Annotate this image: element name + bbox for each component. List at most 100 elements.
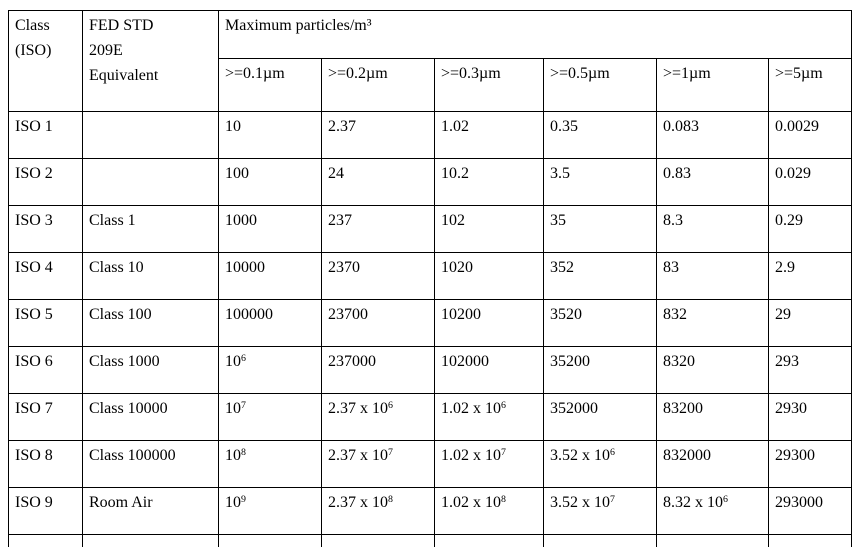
value-cell: 0.083 bbox=[656, 111, 769, 159]
iso-class-cell: ISO 5 bbox=[8, 299, 83, 347]
cropped-cell bbox=[434, 534, 544, 547]
value-cell: 8320 bbox=[656, 346, 769, 394]
col-header-class-iso: Class (ISO) bbox=[8, 10, 83, 112]
value-cell: 29300 bbox=[767, 440, 853, 488]
value-cell: 2.37 x 107 bbox=[321, 440, 435, 488]
iso-class-cell: ISO 9 bbox=[8, 487, 83, 535]
cropped-cell bbox=[321, 534, 435, 547]
value-cell: 100 bbox=[218, 158, 322, 206]
value-cell: 10.2 bbox=[434, 158, 544, 206]
value-cell: 832000 bbox=[656, 440, 769, 488]
value-cell: 8.3 bbox=[656, 205, 769, 253]
col-header-size-0-1um: >=0.1µm bbox=[218, 58, 322, 112]
col-header-size-0-2um: >=0.2µm bbox=[321, 58, 435, 112]
fed-std-cell: Room Air bbox=[82, 487, 219, 535]
value-cell: 10 bbox=[218, 111, 322, 159]
value-cell: 3520 bbox=[543, 299, 657, 347]
value-cell: 2930 bbox=[767, 393, 853, 441]
value-cell: 100000 bbox=[218, 299, 322, 347]
value-cell: 102000 bbox=[434, 346, 544, 394]
value-cell: 0.029 bbox=[767, 158, 853, 206]
value-cell: 293000 bbox=[767, 487, 853, 535]
value-cell: 83200 bbox=[656, 393, 769, 441]
value-cell: 2.37 bbox=[321, 111, 435, 159]
iso-class-cell: ISO 3 bbox=[8, 205, 83, 253]
value-cell: 23700 bbox=[321, 299, 435, 347]
value-cell: 8.32 x 106 bbox=[656, 487, 769, 535]
value-cell: 35 bbox=[543, 205, 657, 253]
table-row: ISO 6 Class 1000 106 237000 102000 35200 8320 2… bbox=[8, 346, 853, 394]
header-row-top: Class (ISO) FED STD 209E Equivalent Maxi… bbox=[8, 10, 853, 112]
value-cell: 107 bbox=[218, 393, 322, 441]
iso-class-cell: ISO 1 bbox=[8, 111, 83, 159]
table-row: ISO 8 Class 100000 108 2.37 x 107 1.02 x 107… bbox=[8, 440, 853, 488]
value-cell: 352000 bbox=[543, 393, 657, 441]
value-cell: 83 bbox=[656, 252, 769, 300]
table-row: ISO 1 10 2.37 1.02 0.35 0.083 0.0029 bbox=[8, 111, 853, 159]
value-cell: 1020 bbox=[434, 252, 544, 300]
cropped-cell bbox=[767, 534, 853, 547]
cleanroom-class-table: Class (ISO) FED STD 209E Equivalent Maxi… bbox=[8, 10, 853, 547]
value-cell: 3.52 x 106 bbox=[543, 440, 657, 488]
value-cell: 0.0029 bbox=[767, 111, 853, 159]
col-header-max-particles: Maximum particles/m³ bbox=[217, 10, 853, 59]
value-cell: 1000 bbox=[218, 205, 322, 253]
value-cell: 1.02 x 107 bbox=[434, 440, 544, 488]
value-cell: 2.9 bbox=[767, 252, 853, 300]
value-cell: 2.37 x 108 bbox=[321, 487, 435, 535]
fed-std-cell: Class 1 bbox=[82, 205, 219, 253]
iso-class-cell: ISO 7 bbox=[8, 393, 83, 441]
cropped-cell bbox=[656, 534, 769, 547]
table-row: ISO 9 Room Air 109 2.37 x 108 1.02 x 108 3.52… bbox=[8, 487, 853, 535]
iso-class-cell: ISO 6 bbox=[8, 346, 83, 394]
fed-std-cell bbox=[82, 158, 219, 206]
value-cell: 0.29 bbox=[767, 205, 853, 253]
value-cell: 102 bbox=[434, 205, 544, 253]
value-cell: 10000 bbox=[218, 252, 322, 300]
table-row: ISO 3 Class 1 1000 237 102 35 8.3 0.29 bbox=[8, 205, 853, 253]
iso-class-cell: ISO 4 bbox=[8, 252, 83, 300]
col-header-size-1um: >=1µm bbox=[656, 58, 769, 112]
cropped-next-row bbox=[8, 534, 853, 547]
value-cell: 24 bbox=[321, 158, 435, 206]
value-cell: 2370 bbox=[321, 252, 435, 300]
value-cell: 10200 bbox=[434, 299, 544, 347]
value-cell: 106 bbox=[218, 346, 322, 394]
value-cell: 29 bbox=[767, 299, 853, 347]
cropped-cell bbox=[543, 534, 657, 547]
col-header-size-0-3um: >=0.3µm bbox=[434, 58, 544, 112]
header-row-particle-sizes: >=0.1µm >=0.2µm >=0.3µm >=0.5µm >=1µm >=… bbox=[9, 58, 853, 112]
table-row: ISO 4 Class 10 10000 2370 1020 352 83 2.9 bbox=[8, 252, 853, 300]
cropped-cell bbox=[8, 534, 83, 547]
iso-class-cell: ISO 8 bbox=[8, 440, 83, 488]
value-cell: 35200 bbox=[543, 346, 657, 394]
cropped-cell bbox=[218, 534, 322, 547]
value-cell: 0.35 bbox=[543, 111, 657, 159]
fed-std-cell: Class 10 bbox=[82, 252, 219, 300]
table-header: Class (ISO) FED STD 209E Equivalent Maxi… bbox=[8, 10, 853, 112]
value-cell: 0.83 bbox=[656, 158, 769, 206]
table-row: ISO 2 100 24 10.2 3.5 0.83 0.029 bbox=[8, 158, 853, 206]
value-cell: 3.52 x 107 bbox=[543, 487, 657, 535]
value-cell: 109 bbox=[218, 487, 322, 535]
table-row: ISO 7 Class 10000 107 2.37 x 106 1.02 x 106 3… bbox=[8, 393, 853, 441]
table-row: ISO 5 Class 100 100000 23700 10200 3520 832 29 bbox=[8, 299, 853, 347]
fed-std-cell bbox=[82, 111, 219, 159]
value-cell: 1.02 x 108 bbox=[434, 487, 544, 535]
col-header-size-0-5um: >=0.5µm bbox=[543, 58, 657, 112]
value-cell: 832 bbox=[656, 299, 769, 347]
fed-std-cell: Class 100000 bbox=[82, 440, 219, 488]
value-cell: 1.02 bbox=[434, 111, 544, 159]
fed-std-cell: Class 100 bbox=[82, 299, 219, 347]
fed-std-cell: Class 10000 bbox=[82, 393, 219, 441]
value-cell: 1.02 x 106 bbox=[434, 393, 544, 441]
fed-std-cell: Class 1000 bbox=[82, 346, 219, 394]
cropped-cell bbox=[82, 534, 219, 547]
value-cell: 108 bbox=[218, 440, 322, 488]
col-header-fed-std-equivalent: FED STD 209E Equivalent bbox=[82, 10, 219, 112]
value-cell: 237000 bbox=[321, 346, 435, 394]
value-cell: 3.5 bbox=[543, 158, 657, 206]
table-body: ISO 1 10 2.37 1.02 0.35 0.083 0.0029 ISO 2 100 24… bbox=[8, 111, 853, 547]
value-cell: 352 bbox=[543, 252, 657, 300]
